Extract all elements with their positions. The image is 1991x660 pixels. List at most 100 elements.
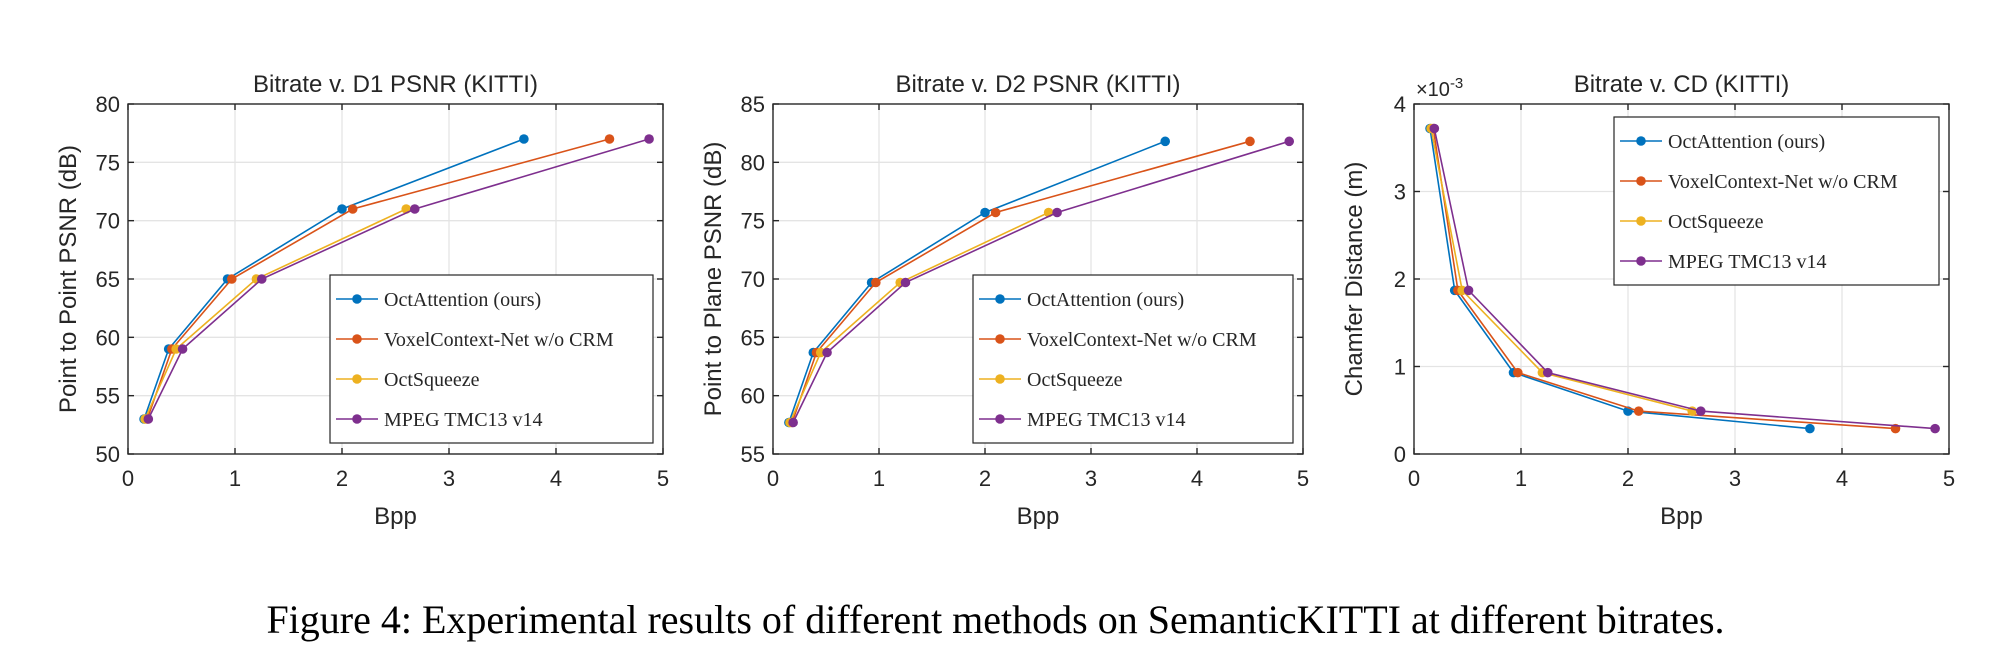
y-tick-label: 70 [741, 267, 765, 292]
legend-entry: VoxelContext-Net w/o CRM [1668, 171, 1898, 193]
y-tick-label: 0 [1394, 442, 1406, 467]
y-tick-label: 50 [96, 442, 120, 467]
data-point [871, 277, 881, 288]
legend-box [1613, 116, 1940, 286]
legend-entry: MPEG TMC13 v14 [384, 409, 543, 431]
legend-box [972, 274, 1294, 444]
data-point [1463, 285, 1474, 296]
legend-entry: VoxelContext-Net w/o CRM [1027, 329, 1257, 351]
y-tick-label: 60 [741, 384, 765, 409]
data-point [1429, 123, 1440, 134]
legend-marker [995, 414, 1005, 424]
y-tick-label: 75 [741, 209, 765, 234]
legend: OctAttention (ours) VoxelContext-Net w/o … [329, 274, 654, 444]
data-point [177, 344, 188, 354]
data-point [788, 417, 798, 428]
y-tick-label: 80 [741, 150, 765, 175]
series-line [144, 208, 407, 420]
data-point [822, 347, 832, 358]
legend-entry: OctAttention (ours) [384, 289, 541, 311]
data-point [1160, 136, 1170, 147]
y-axis-label: Chamfer Distance (m) [1341, 162, 1368, 397]
data-point [1930, 423, 1940, 434]
legend-box [329, 274, 654, 444]
x-tick-label: 5 [1943, 466, 1955, 491]
legend-marker [1636, 176, 1646, 186]
x-axis-label: Bpp [374, 503, 417, 530]
y-tick-label: 1 [1394, 355, 1406, 380]
y-tick-label: 55 [96, 384, 120, 409]
data-point [347, 204, 358, 214]
x-tick-label: 5 [1297, 466, 1309, 491]
y-tick-label: 2 [1394, 267, 1406, 292]
x-tick-label: 1 [873, 466, 885, 491]
data-point [1284, 136, 1295, 147]
x-tick-label: 0 [1408, 466, 1420, 491]
legend-entry: OctAttention (ours) [1027, 289, 1184, 311]
legend: OctAttention (ours) VoxelContext-Net w/o … [1613, 116, 1940, 286]
data-point [1245, 136, 1255, 147]
x-axis-label: Bpp [1660, 503, 1703, 530]
series-4 [143, 134, 654, 424]
chart-title: Bitrate v. CD (KITTI) [1574, 71, 1790, 98]
legend-marker [1636, 216, 1646, 226]
x-tick-label: 2 [1622, 466, 1634, 491]
data-point [900, 277, 911, 288]
legend-entry: MPEG TMC13 v14 [1027, 409, 1186, 431]
legend: OctAttention (ours) VoxelContext-Net w/o … [972, 274, 1294, 444]
y-tick-label: 65 [96, 267, 120, 292]
data-point [644, 134, 654, 144]
data-point [604, 134, 615, 144]
x-tick-label: 3 [1729, 466, 1741, 491]
y-tick-label: 3 [1394, 180, 1406, 205]
legend-marker [995, 334, 1005, 344]
data-point [256, 274, 267, 284]
data-point [143, 414, 154, 424]
legend-entry: OctSqueeze [384, 369, 480, 391]
data-point [1512, 367, 1523, 378]
y-tick-label: 85 [741, 92, 765, 117]
legend-marker [995, 374, 1005, 384]
data-point [1542, 367, 1553, 378]
y-tick-label: 65 [741, 325, 765, 350]
legend-entry: OctAttention (ours) [1668, 131, 1825, 153]
series-4 [788, 136, 1295, 428]
y-tick-label: 4 [1394, 92, 1406, 117]
data-point [980, 207, 990, 218]
legend-marker [995, 294, 1005, 304]
x-tick-label: 0 [122, 466, 134, 491]
y-tick-label: 60 [96, 325, 120, 350]
x-axis-label: Bpp [1017, 503, 1060, 530]
y-exponent-label: ×10-3 [1416, 75, 1463, 101]
x-tick-label: 4 [1836, 466, 1848, 491]
chart-3: 0 1 2 3 4 5 0 1 2 3 4 ×10-3 Bitrate v. CD (KITTI) Bpp… [1341, 71, 1955, 530]
figure-caption: Figure 4: Experimental results of differ… [266, 597, 1725, 642]
data-point [1052, 207, 1062, 218]
data-point [1633, 406, 1644, 416]
series-line [1430, 128, 1693, 412]
x-tick-label: 4 [1191, 466, 1203, 491]
data-point [1695, 406, 1706, 416]
y-tick-label: 55 [741, 442, 765, 467]
legend-entry: VoxelContext-Net w/o CRM [384, 329, 614, 351]
y-tick-label: 70 [96, 209, 120, 234]
chart-title: Bitrate v. D1 PSNR (KITTI) [253, 71, 538, 98]
x-tick-label: 3 [1085, 466, 1097, 491]
data-point [1805, 423, 1815, 434]
data-point [337, 204, 347, 214]
x-tick-label: 2 [336, 466, 348, 491]
x-tick-label: 1 [229, 466, 241, 491]
legend-marker [352, 414, 362, 424]
legend-entry: OctSqueeze [1027, 369, 1123, 391]
y-tick-label: 80 [96, 92, 120, 117]
y-axis-label: Point to Point PSNR (dB) [55, 145, 82, 413]
legend-marker [352, 334, 362, 344]
x-tick-label: 4 [550, 466, 562, 491]
legend-entry: OctSqueeze [1668, 211, 1764, 233]
legend-marker [352, 374, 362, 384]
data-point [990, 207, 1001, 218]
chart-title: Bitrate v. D2 PSNR (KITTI) [896, 71, 1181, 98]
